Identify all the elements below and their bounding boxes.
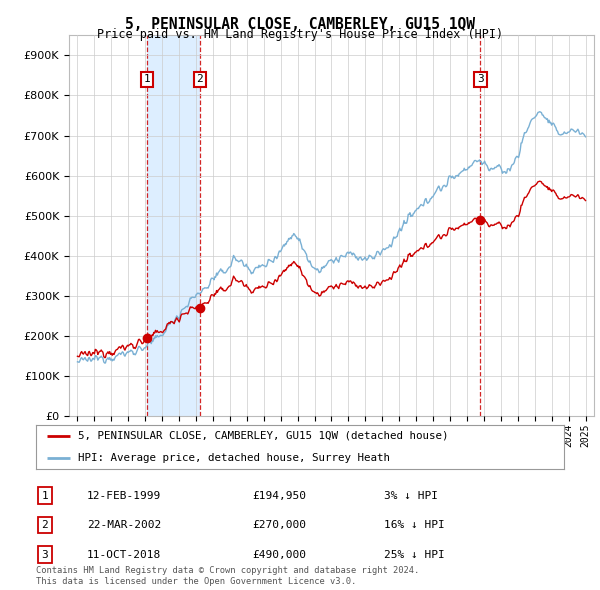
- Text: 3: 3: [41, 550, 49, 559]
- Text: 2: 2: [196, 74, 203, 84]
- Text: 22-MAR-2002: 22-MAR-2002: [87, 520, 161, 530]
- Text: 12-FEB-1999: 12-FEB-1999: [87, 491, 161, 500]
- Text: 2: 2: [41, 520, 49, 530]
- Bar: [147, 35, 200, 416]
- Text: 11-OCT-2018: 11-OCT-2018: [87, 550, 161, 559]
- Text: 3% ↓ HPI: 3% ↓ HPI: [384, 491, 438, 500]
- Text: HPI: Average price, detached house, Surrey Heath: HPI: Average price, detached house, Surr…: [78, 453, 390, 463]
- Text: Price paid vs. HM Land Registry's House Price Index (HPI): Price paid vs. HM Land Registry's House …: [97, 28, 503, 41]
- Text: 16% ↓ HPI: 16% ↓ HPI: [384, 520, 445, 530]
- Text: 5, PENINSULAR CLOSE, CAMBERLEY, GU15 1QW: 5, PENINSULAR CLOSE, CAMBERLEY, GU15 1QW: [125, 17, 475, 31]
- Text: This data is licensed under the Open Government Licence v3.0.: This data is licensed under the Open Gov…: [36, 577, 356, 586]
- Text: 25% ↓ HPI: 25% ↓ HPI: [384, 550, 445, 559]
- Text: 3: 3: [477, 74, 484, 84]
- Text: 1: 1: [41, 491, 49, 500]
- Text: £194,950: £194,950: [252, 491, 306, 500]
- Text: 5, PENINSULAR CLOSE, CAMBERLEY, GU15 1QW (detached house): 5, PENINSULAR CLOSE, CAMBERLEY, GU15 1QW…: [78, 431, 449, 441]
- Text: £270,000: £270,000: [252, 520, 306, 530]
- Text: Contains HM Land Registry data © Crown copyright and database right 2024.: Contains HM Land Registry data © Crown c…: [36, 566, 419, 575]
- Text: £490,000: £490,000: [252, 550, 306, 559]
- Text: 1: 1: [144, 74, 151, 84]
